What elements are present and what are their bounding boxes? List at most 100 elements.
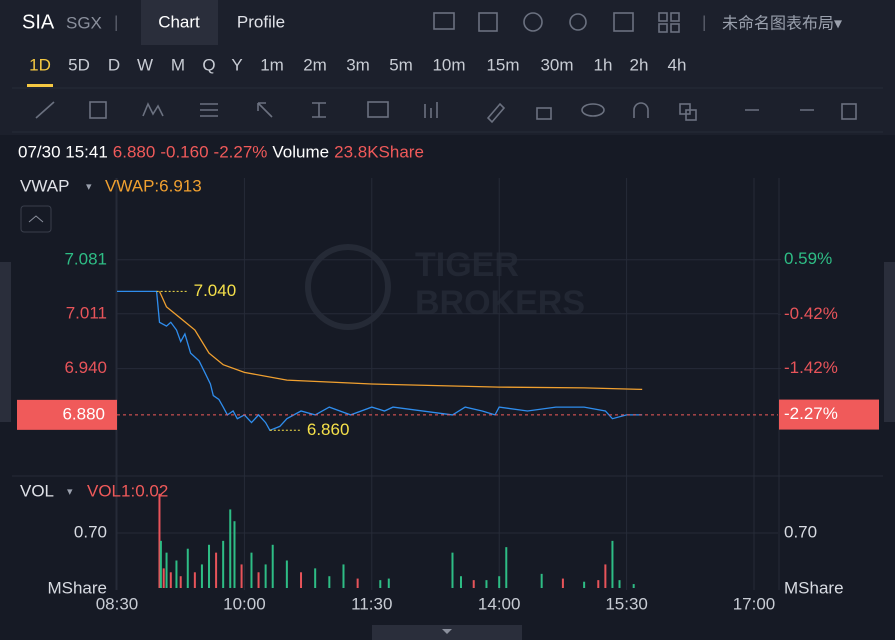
bottom-handle-arrow — [442, 629, 452, 634]
volume-bar — [193, 572, 196, 588]
info-datetime: 07/30 15:41 — [18, 142, 108, 161]
volume-bar — [250, 552, 253, 588]
y2-tick-label: -0.42% — [784, 304, 838, 323]
info-price: 6.880 — [113, 142, 156, 161]
x-tick-label: 08:30 — [96, 594, 139, 613]
collapse-button[interactable] — [20, 205, 52, 233]
last-pct-box — [779, 399, 879, 430]
volume-bar — [179, 576, 182, 588]
volume-bar — [257, 572, 260, 588]
volume-bar — [222, 540, 225, 588]
x-tick-label: 11:30 — [351, 594, 392, 613]
vwap-line — [158, 291, 643, 391]
right-handle[interactable] — [884, 262, 895, 422]
x-tick-label: 15:30 — [605, 594, 648, 613]
volume-bar — [618, 580, 621, 588]
volume-bar — [233, 521, 236, 588]
timeframe[interactable]: Y — [231, 55, 242, 74]
info-volume: 23.8KShare — [334, 142, 424, 161]
active-tab-bg — [141, 0, 218, 45]
chart-bg — [0, 135, 895, 640]
last-price-box — [17, 399, 117, 430]
last-price-label: 6.880 — [62, 404, 105, 423]
separator: | — [114, 12, 118, 31]
timeframe[interactable]: Q — [202, 55, 215, 74]
y2-tick-label: -1.42% — [784, 358, 838, 377]
timeframe[interactable]: W — [137, 55, 153, 74]
timeframe[interactable]: 10m — [432, 55, 465, 74]
volume-bar — [175, 560, 178, 588]
unit-label: MShare — [47, 578, 107, 597]
legend-dropdown[interactable]: ▾ — [67, 486, 73, 498]
timeframe[interactable]: 3m — [346, 55, 370, 74]
volume-bar — [356, 578, 359, 588]
unit-label: MShare — [784, 578, 844, 597]
indicator-value: VOL1:0.02 — [87, 481, 168, 500]
info-change: -0.160 — [160, 142, 208, 161]
volume-bar — [459, 576, 462, 588]
volume-bar — [472, 580, 475, 588]
volume-bar — [215, 552, 218, 588]
volume-bar — [632, 584, 635, 588]
timeframe[interactable]: 4h — [668, 55, 687, 74]
annotation: 6.860 — [307, 420, 350, 439]
info-change-pct: -2.27% — [214, 142, 268, 161]
volume-bar — [300, 572, 303, 588]
y-tick-label: 0.70 — [74, 522, 107, 541]
timeframe[interactable]: 1D — [29, 55, 51, 74]
timeframe[interactable]: M — [171, 55, 185, 74]
layout-name[interactable]: 未命名图表布局▾ — [722, 14, 842, 33]
drawing-tools — [35, 101, 857, 124]
symbol: SIA — [22, 11, 55, 33]
volume-bar — [200, 564, 203, 588]
timeframe[interactable]: 5D — [68, 55, 90, 74]
left-handle[interactable] — [0, 262, 11, 422]
volume-bar — [561, 578, 564, 588]
volume-bar — [379, 580, 382, 588]
tab[interactable]: Profile — [237, 12, 285, 31]
volume-bar — [285, 560, 288, 588]
volume-bar — [540, 573, 543, 588]
volume-bar — [328, 576, 331, 588]
tab[interactable]: Chart — [158, 12, 200, 31]
volume-bar — [264, 564, 267, 588]
y2-tick-label: 0.59% — [784, 249, 832, 268]
timeframe[interactable]: 5m — [389, 55, 413, 74]
volume-bar — [159, 540, 162, 588]
last-pct-label: -2.27% — [784, 404, 838, 423]
timeframe[interactable]: 2m — [303, 55, 327, 74]
timeframe[interactable]: D — [108, 55, 120, 74]
y-tick-label: 6.940 — [64, 358, 107, 377]
volume-bar — [387, 578, 390, 588]
volume-bar — [208, 544, 211, 588]
watermark-logo — [305, 244, 391, 330]
watermark: BROKERS — [415, 284, 585, 322]
volume-bar — [505, 547, 508, 588]
x-tick-label: 10:00 — [223, 594, 266, 613]
volume-bar — [314, 568, 317, 588]
legend: VWAP — [20, 176, 69, 195]
volume-bar — [498, 576, 501, 588]
volume-bar — [229, 509, 232, 588]
timeframe-underline — [27, 84, 53, 87]
collapse-icon — [28, 215, 44, 223]
timeframe[interactable]: 15m — [486, 55, 519, 74]
y2-tick-label: 0.70 — [784, 522, 817, 541]
volume-bar — [186, 548, 189, 588]
volume-bar — [240, 564, 243, 588]
annotation: 7.040 — [194, 281, 237, 300]
timeframe[interactable]: 1h — [594, 55, 613, 74]
x-tick-label: 14:00 — [478, 594, 521, 613]
volume-bar — [169, 572, 172, 588]
timeframe[interactable]: 2h — [630, 55, 649, 74]
indicator-value: VWAP:6.913 — [105, 176, 202, 195]
legend-dropdown[interactable]: ▾ — [86, 181, 92, 193]
exchange: SGX — [66, 13, 102, 32]
header-icons — [433, 12, 680, 33]
volume-bar — [485, 580, 488, 588]
timeframe[interactable]: 30m — [540, 55, 573, 74]
timeframe[interactable]: 1m — [260, 55, 284, 74]
volume-bar — [583, 581, 586, 588]
volume-bar — [271, 544, 274, 588]
